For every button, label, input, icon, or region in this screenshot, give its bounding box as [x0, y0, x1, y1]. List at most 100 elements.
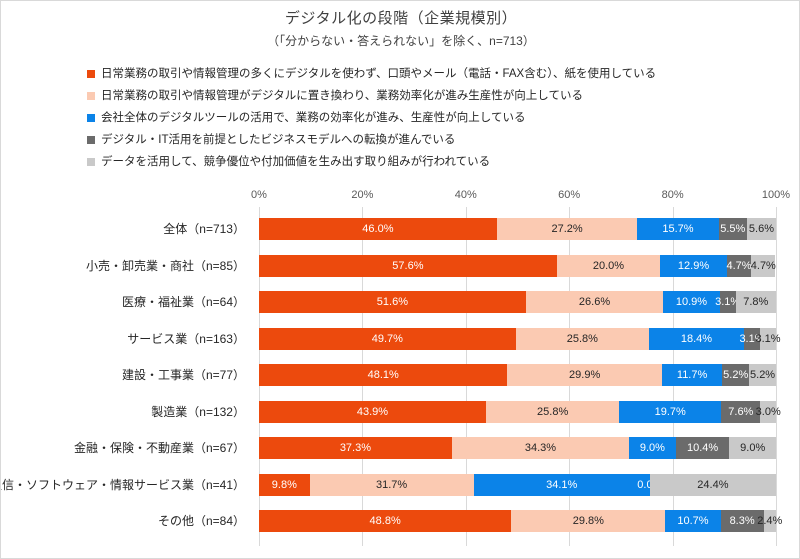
bar-segment[interactable]: 4.7%	[726, 254, 752, 277]
title-block: デジタル化の段階（企業規模別） （「分からない・答えられない」を除く、n=713…	[1, 9, 799, 50]
legend-swatch-icon	[87, 92, 95, 100]
bar-segment-label: 9.8%	[271, 478, 297, 491]
legend-item[interactable]: 日常業務の取引や情報管理がデジタルに置き換わり、業務効率化が進み生産性が向上して…	[87, 85, 787, 107]
bar-row: 51.6% 26.6% 10.9% 3.1% 7.8%	[259, 291, 776, 313]
bar-segment-label: 9.0%	[639, 442, 665, 454]
bar-segment-label: 24.4%	[697, 478, 729, 491]
bar-segment[interactable]: 51.6%	[259, 291, 526, 313]
bar-segment[interactable]: 26.6%	[525, 291, 664, 313]
bar-row: 46.0% 27.2% 15.7% 5.5% 5.6%	[259, 218, 776, 240]
bar-segment-label: 9.0%	[740, 442, 766, 454]
bar-segment[interactable]: 57.6%	[259, 254, 557, 277]
bar-segment-label: 34.1%	[546, 478, 578, 491]
gridline	[776, 207, 777, 546]
bar-segment-label: 25.8%	[566, 332, 598, 345]
bar-segment[interactable]: 10.7%	[665, 510, 721, 532]
bar-segment[interactable]: 9.8%	[259, 473, 310, 496]
bar-row: 48.1% 29.9% 11.7% 5.2% 5.2%	[259, 364, 776, 386]
bar-segment[interactable]: 46.0%	[259, 218, 497, 240]
bar-segment[interactable]: 48.8%	[259, 510, 512, 532]
bar-segment[interactable]: 49.7%	[259, 327, 516, 350]
bar-segment[interactable]: 5.2%	[749, 364, 776, 386]
bar-segment[interactable]: 19.7%	[619, 400, 722, 423]
legend-swatch-icon	[87, 114, 95, 122]
bar-segment-label: 46.0%	[362, 223, 394, 235]
y-axis-category-labels: 全体（n=713） 小売・卸売業・商社（n=85） 医療・福祉業（n=64） サービス…	[1, 207, 253, 546]
legend-item-label: 日常業務の取引や情報管理がデジタルに置き換わり、業務効率化が進み生産性が向上して…	[101, 90, 583, 102]
legend-swatch-icon	[87, 158, 95, 166]
bar-segment[interactable]: 3.1%	[715, 291, 740, 313]
category-label: 金融・保険・不動産業（n=67）	[73, 441, 245, 455]
bar-row: 37.3% 34.3% 9.0% 10.4% 9.0%	[259, 437, 776, 459]
bar-segment[interactable]: 15.7%	[637, 218, 719, 240]
bar-segment-label: 10.4%	[686, 442, 719, 454]
bar-segment[interactable]: 27.2%	[496, 218, 638, 240]
bar-segment[interactable]: 8.3%	[720, 510, 764, 532]
bar-segment-label: 12.9%	[677, 259, 710, 272]
bar-segment-label: 10.7%	[677, 515, 709, 527]
legend-item[interactable]: デジタル・IT活用を前提としたビジネスモデルへの転換が進んでいる	[87, 129, 787, 151]
bar-row: 49.7% 25.8% 18.4% 3.1% 3.1%	[259, 327, 781, 350]
bar-segment[interactable]: 31.7%	[309, 473, 474, 496]
bar-segment[interactable]: 20.0%	[556, 254, 661, 277]
bar-segment[interactable]: 11.7%	[661, 364, 723, 386]
x-axis-tick-label: 80%	[661, 189, 684, 201]
bar-segment[interactable]: 48.1%	[259, 364, 508, 386]
bar-segment-label: 5.2%	[750, 369, 776, 381]
legend-item-label: 日常業務の取引や情報管理の多くにデジタルを使わず、口頭やメール（電話・FAX含む…	[101, 68, 657, 80]
category-label: 医療・福祉業（n=64）	[121, 295, 245, 309]
bar-segment-label: 34.3%	[524, 442, 557, 454]
bar-segment-label: 26.6%	[578, 296, 611, 308]
bar-segment[interactable]: 43.9%	[259, 400, 486, 423]
bar-segment[interactable]: 2.4%	[757, 510, 782, 532]
category-label: 全体（n=713）	[163, 222, 245, 236]
legend-item[interactable]: 会社全体のデジタルツールの活用で、業務の効率化が進み、生産性が向上している	[87, 107, 787, 129]
bar-segment-label: 5.6%	[748, 223, 774, 235]
bar-segment[interactable]: 5.5%	[718, 218, 747, 240]
bar-segment-label: 49.7%	[371, 332, 403, 345]
bar-segment-label: 8.3%	[729, 515, 755, 527]
bar-segment[interactable]: 29.9%	[507, 364, 662, 386]
bar-segment[interactable]: 10.9%	[663, 291, 720, 313]
bar-segment[interactable]: 29.8%	[511, 510, 666, 532]
x-axis-tick-label: 40%	[454, 189, 477, 201]
bar-segment[interactable]: 7.8%	[735, 291, 776, 313]
bar-segment[interactable]: 25.8%	[515, 327, 649, 350]
bar-segment[interactable]: 12.9%	[660, 254, 727, 277]
legend-item[interactable]: 日常業務の取引や情報管理の多くにデジタルを使わず、口頭やメール（電話・FAX含む…	[87, 63, 787, 85]
bar-segment[interactable]: 10.4%	[675, 437, 730, 459]
legend-item[interactable]: データを活用して、競争優位や付加価値を生み出す取り組みが行われている	[87, 151, 787, 173]
bar-segment[interactable]: 25.8%	[485, 400, 620, 423]
bar-segment-label: 29.9%	[569, 369, 601, 381]
bar-segment[interactable]: 3.1%	[739, 327, 765, 350]
bar-segment[interactable]: 4.7%	[751, 254, 776, 277]
category-label: 製造業（n=132）	[151, 404, 245, 419]
bar-segment[interactable]: 5.6%	[747, 218, 776, 240]
bar-segment[interactable]: 9.0%	[629, 437, 676, 459]
bar-segment[interactable]: 34.1%	[473, 473, 650, 496]
bar-segment[interactable]: 18.4%	[648, 327, 744, 350]
legend-item-label: デジタル・IT活用を前提としたビジネスモデルへの転換が進んでいる	[101, 134, 456, 146]
bar-segment-label: 57.6%	[392, 259, 424, 272]
x-axis-tick-label: 20%	[351, 189, 374, 201]
bar-segment[interactable]: 9.0%	[729, 437, 776, 459]
bar-segment-label: 48.8%	[369, 515, 401, 527]
bar-segment-label: 29.8%	[572, 515, 604, 527]
bar-segment-label: 27.2%	[551, 223, 583, 235]
bar-segment[interactable]: 24.4%	[649, 473, 776, 496]
bar-segment[interactable]: 34.3%	[451, 437, 630, 459]
bar-segment[interactable]: 37.3%	[259, 437, 452, 459]
bar-segment[interactable]: 3.1%	[755, 327, 781, 350]
category-label: 小売・卸売業・商社（n=85）	[85, 258, 245, 273]
bar-segment[interactable]: 5.2%	[722, 364, 750, 386]
bar-segment-label: 51.6%	[376, 296, 408, 308]
x-axis-tick-label: 100%	[761, 189, 791, 201]
bar-segment-label: 7.8%	[743, 296, 769, 308]
plot-area: 46.0% 27.2% 15.7% 5.5% 5.6% 57.6% 20.0% 12.9% 4.…	[259, 207, 782, 546]
bar-segment-label: 10.9%	[675, 296, 708, 308]
bar-row: 57.6% 20.0% 12.9% 4.7% 4.7%	[259, 254, 776, 277]
x-axis-tick-label: 60%	[558, 189, 581, 201]
bar-segment[interactable]: 3.0%	[756, 400, 781, 423]
bar-segment[interactable]: 7.6%	[721, 400, 761, 423]
